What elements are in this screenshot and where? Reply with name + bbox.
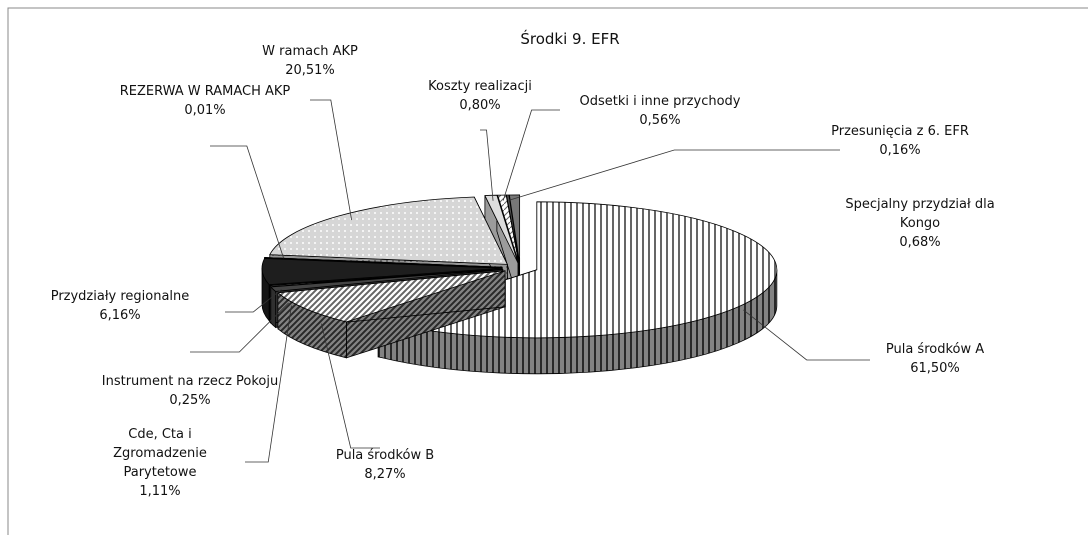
chart-frame xyxy=(7,7,1088,535)
label-name: Przesunięcia z 6. EFR xyxy=(831,124,969,139)
leader-line xyxy=(502,109,560,201)
slice xyxy=(269,196,508,265)
label-name: Cde, Cta i Zgromadzenie Parytetowe xyxy=(113,427,207,480)
leader-line xyxy=(508,149,840,201)
slice-label: W ramach AKP 20,51% xyxy=(210,42,410,80)
label-value: 0,01% xyxy=(184,103,226,118)
label-name: Odsetki i inne przychody xyxy=(579,94,741,109)
label-value: 0,56% xyxy=(639,113,681,128)
slice xyxy=(269,269,503,292)
slice xyxy=(506,194,520,263)
leader-line xyxy=(210,145,285,259)
slice-label: Cde, Cta i Zgromadzenie Parytetowe 1,11% xyxy=(80,425,240,501)
slice xyxy=(261,258,503,286)
leader-line xyxy=(743,309,870,361)
label-value: 8,27% xyxy=(364,467,406,482)
label-value: 0,68% xyxy=(899,235,941,250)
label-value: 0,16% xyxy=(879,143,921,158)
leader-line xyxy=(321,323,380,449)
slice xyxy=(497,194,520,264)
label-value: 61,50% xyxy=(910,361,960,376)
slice-label: Koszty realizacji 0,80% xyxy=(380,77,580,115)
slice-label: Przesunięcia z 6. EFR 0,16% xyxy=(800,122,1000,160)
slice xyxy=(484,194,519,264)
label-name: Przydziały regionalne xyxy=(50,289,190,304)
leader-line xyxy=(480,129,494,201)
label-value: 0,25% xyxy=(169,393,211,408)
slice-side xyxy=(270,285,277,329)
label-value: 20,51% xyxy=(285,63,335,78)
label-name: Instrument na rzecz Pokoju xyxy=(101,374,279,389)
label-name: W ramach AKP xyxy=(262,44,358,59)
leader-line xyxy=(225,289,282,313)
slice-label: Specjalny przydział dla Kongo 0,68% xyxy=(845,195,995,252)
label-name: Pula środków B xyxy=(335,448,435,463)
label-name: Specjalny przydział dla Kongo xyxy=(845,197,995,231)
slice-label: Instrument na rzecz Pokoju 0,25% xyxy=(70,372,310,410)
leader-line xyxy=(245,305,292,463)
label-value: 1,11% xyxy=(139,484,181,499)
slice xyxy=(264,257,503,268)
label-name: REZERWA W RAMACH AKP xyxy=(119,84,291,99)
label-name: Koszty realizacji xyxy=(428,79,532,94)
slice-label: REZERWA W RAMACH AKP 0,01% xyxy=(90,82,320,120)
slice-label: Pula środków B 8,27% xyxy=(285,446,485,484)
chart-title: Środki 9. EFR xyxy=(520,30,620,48)
leader-line xyxy=(190,302,289,353)
slice-label: Przydziały regionalne 6,16% xyxy=(20,287,220,325)
label-value: 0,80% xyxy=(459,98,501,113)
slice xyxy=(276,270,506,323)
leader-line xyxy=(310,99,353,221)
slice xyxy=(508,194,521,263)
label-name: Pula środków A xyxy=(885,342,985,357)
label-value: 6,16% xyxy=(99,308,141,323)
slice-label: Odsetki i inne przychody 0,56% xyxy=(540,92,780,130)
slice-label: Pula środków A 61,50% xyxy=(835,340,1035,378)
